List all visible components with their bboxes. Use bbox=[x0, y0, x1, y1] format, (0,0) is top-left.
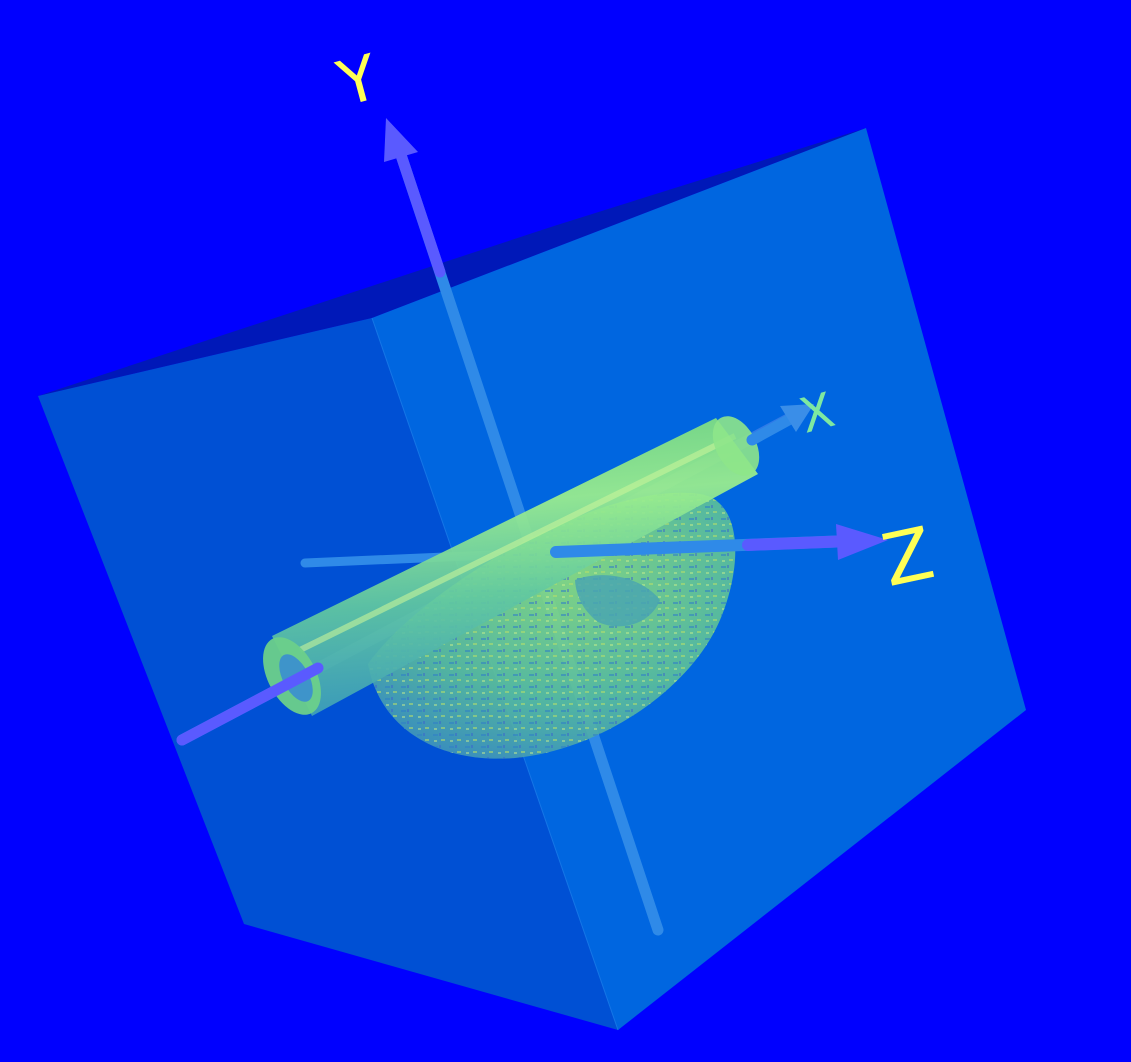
half-sphere-shape bbox=[368, 492, 736, 759]
axes-front bbox=[176, 118, 888, 746]
hemisphere-texture bbox=[368, 492, 736, 759]
x-axis-arrowhead bbox=[780, 404, 814, 432]
x-axis-front-shaft bbox=[176, 662, 324, 746]
y-axis-arrowhead bbox=[384, 118, 418, 162]
y-axis-label: Y bbox=[329, 40, 386, 121]
x-axis-shaft-end bbox=[746, 412, 798, 446]
tube-end-cap-far bbox=[712, 416, 760, 476]
tube-body bbox=[272, 418, 758, 716]
z-axis-arrowhead bbox=[836, 524, 888, 560]
z-axis-shaft-end bbox=[742, 535, 856, 551]
hemisphere-inner-cut bbox=[575, 575, 660, 627]
cube-top-face bbox=[38, 128, 866, 396]
y-axis-shaft-upper bbox=[394, 146, 446, 278]
tube-highlight bbox=[298, 433, 737, 653]
